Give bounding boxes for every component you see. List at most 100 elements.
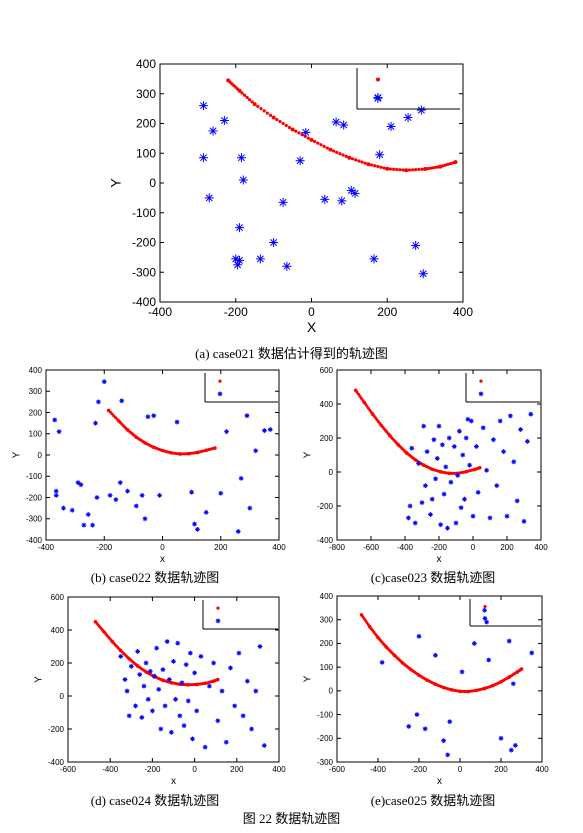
data-point <box>249 726 254 732</box>
data-point <box>458 505 464 511</box>
data-point <box>261 743 267 748</box>
trajectory-point <box>347 155 352 160</box>
point-stroke <box>351 189 359 197</box>
y-tick-label: 100 <box>136 146 156 160</box>
data-point <box>61 505 66 511</box>
point-stroke <box>525 439 530 444</box>
trajectory-point <box>373 164 377 168</box>
point-stroke <box>171 659 176 664</box>
point-stroke <box>528 412 533 417</box>
x-tick-label: -200 <box>431 543 448 552</box>
data-point <box>75 480 81 486</box>
point-stroke <box>232 703 237 708</box>
y-tick-label: 100 <box>29 430 43 439</box>
data-point <box>199 153 209 163</box>
point-stroke <box>156 687 161 692</box>
trajectory-point <box>446 162 450 167</box>
point-stroke <box>151 413 156 418</box>
point-stroke <box>169 730 174 735</box>
data-point <box>135 649 141 654</box>
data-point <box>421 423 427 429</box>
data-point <box>194 708 200 714</box>
x-tick-label: 200 <box>500 543 514 552</box>
point-stroke <box>144 660 149 666</box>
data-point <box>403 113 413 123</box>
trajectory-point <box>278 119 282 124</box>
data-point <box>331 117 341 127</box>
y-axis-label: Y <box>107 178 123 188</box>
point-stroke <box>262 428 267 433</box>
x-tick-label: 0 <box>458 765 463 774</box>
series-0 <box>106 408 217 456</box>
point-stroke <box>146 697 151 702</box>
y-tick-label: 200 <box>320 434 334 443</box>
legend-marker-trajectory <box>376 77 380 82</box>
data-point <box>501 449 506 454</box>
data-point <box>177 713 183 719</box>
x-tick-label: -400 <box>397 543 414 552</box>
point-stroke <box>419 500 425 505</box>
y-tick-label: 400 <box>136 57 156 71</box>
data-point <box>440 442 445 448</box>
point-stroke <box>150 708 155 713</box>
plot-frame <box>159 63 464 303</box>
caption-d: (d) case024 数据轨迹图 <box>90 793 220 808</box>
point-stroke <box>494 483 499 488</box>
data-point <box>206 683 212 689</box>
data-point <box>257 644 263 649</box>
trajectory-point <box>309 137 314 142</box>
data-point <box>219 688 225 694</box>
point-stroke <box>198 654 203 659</box>
y-tick-label: 100 <box>320 663 334 672</box>
data-point <box>460 452 466 458</box>
legend-marker-trajectory <box>218 379 222 383</box>
point-stroke <box>184 662 189 667</box>
trajectory-point <box>252 102 257 107</box>
y-tick-label: 200 <box>136 117 156 131</box>
trajectory-point <box>369 163 374 167</box>
point-stroke <box>139 715 144 720</box>
trajectory-point <box>242 93 247 97</box>
y-tick-label: -400 <box>26 536 43 545</box>
point-stroke <box>423 726 428 731</box>
y-tick-label: -100 <box>132 206 156 220</box>
trajectory-point <box>519 667 524 671</box>
data-point <box>145 696 151 702</box>
data-point <box>162 703 168 709</box>
x-tick-label: 200 <box>377 305 397 319</box>
x-axis-label: X <box>307 319 317 335</box>
data-point <box>85 512 91 517</box>
data-point <box>491 437 496 443</box>
point-stroke <box>158 726 163 732</box>
data-point <box>171 658 176 664</box>
data-point <box>339 120 349 130</box>
point-stroke <box>421 424 426 429</box>
data-point <box>406 515 411 521</box>
point-stroke <box>54 489 59 494</box>
point-stroke <box>205 194 213 202</box>
point-stroke <box>194 708 199 713</box>
point-stroke <box>163 703 168 708</box>
data-point <box>203 509 209 515</box>
data-point <box>253 448 259 454</box>
trajectory-point <box>382 166 386 170</box>
data-point <box>236 650 242 656</box>
point-stroke <box>484 468 489 473</box>
data-point <box>482 607 487 613</box>
point-stroke <box>521 519 527 524</box>
y-tick-label: -300 <box>132 265 156 279</box>
trajectory-point <box>366 162 371 167</box>
data-point <box>236 153 246 163</box>
data-point <box>462 496 467 502</box>
legend-marker-points <box>478 391 484 396</box>
trajectory-point <box>290 127 295 132</box>
point-stroke <box>57 429 62 434</box>
y-tick-label: 400 <box>320 400 334 409</box>
data-point <box>434 456 440 461</box>
point-stroke <box>441 738 446 743</box>
point-stroke <box>157 493 162 498</box>
data-point <box>369 254 379 264</box>
data-point <box>409 445 415 451</box>
series-1 <box>199 93 428 279</box>
data-point <box>480 425 486 431</box>
